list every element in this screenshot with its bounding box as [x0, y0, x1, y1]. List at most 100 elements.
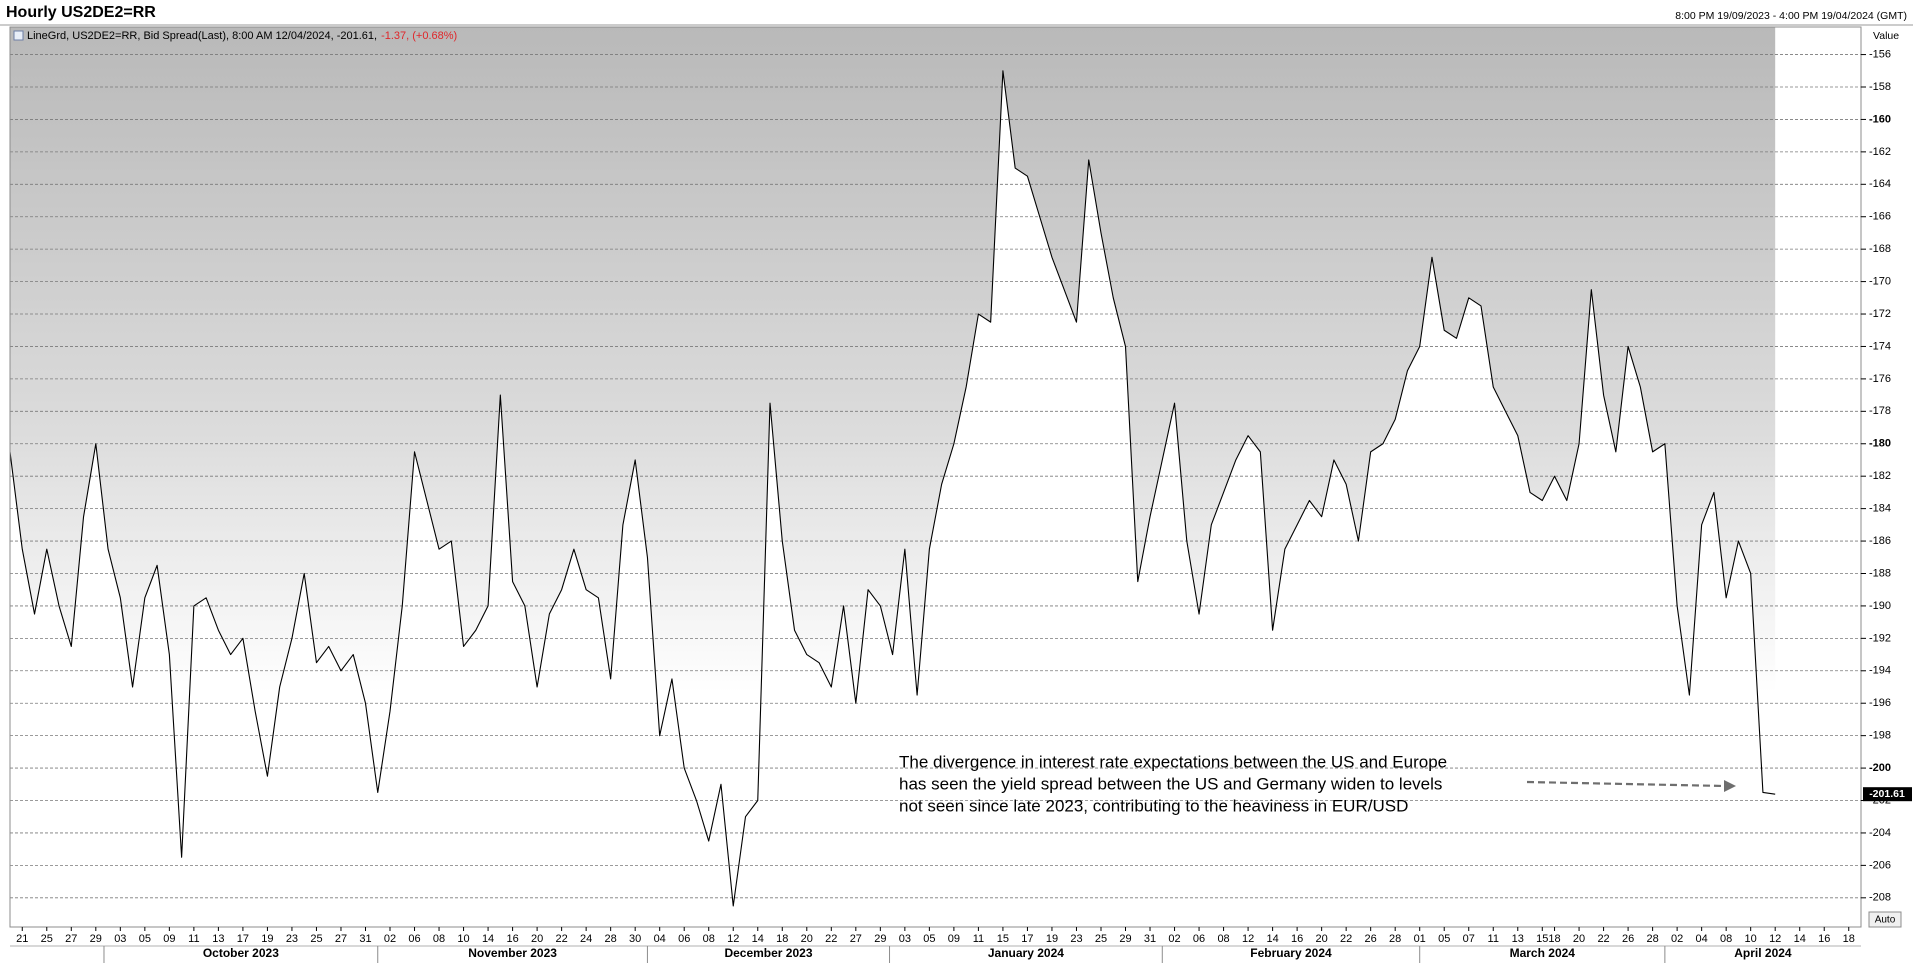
- line: [10, 70, 1776, 907]
- x-tick-label: 07: [1463, 933, 1475, 945]
- x-tick-label: 18: [1548, 933, 1560, 945]
- x-tick-label: 05: [923, 933, 935, 945]
- legend-icon: [13, 30, 24, 41]
- x-tick-label: 27: [65, 933, 77, 945]
- x-tick-label: 13: [212, 933, 224, 945]
- x-tick-label: 19: [261, 933, 273, 945]
- y-tick-label: -190: [1869, 600, 1891, 612]
- x-tick-label: 21: [16, 933, 28, 945]
- x-tick-label: 10: [457, 933, 469, 945]
- x-tick-label: 12: [727, 933, 739, 945]
- x-tick-label: 03: [899, 933, 911, 945]
- x-tick-label: 14: [752, 933, 764, 945]
- x-tick-label: 30: [629, 933, 641, 945]
- x-tick-label: 12: [1769, 933, 1781, 945]
- x-tick-label: 06: [678, 933, 690, 945]
- x-tick-label: 08: [1217, 933, 1229, 945]
- y-tick-label: -194: [1869, 665, 1891, 677]
- x-tick-label: 05: [1438, 933, 1450, 945]
- x-tick-label: 14: [1794, 933, 1806, 945]
- y-tick-label: -204: [1869, 827, 1891, 839]
- x-tick-label: 14: [1266, 933, 1278, 945]
- x-tick-label: 05: [139, 933, 151, 945]
- x-tick-label: 02: [1671, 933, 1683, 945]
- month-label: November 2023: [468, 946, 557, 960]
- x-tick-label: 11: [973, 933, 984, 945]
- x-tick-label: 31: [1144, 933, 1156, 945]
- x-tick-label: 02: [384, 933, 396, 945]
- legend-main: LineGrd, US2DE2=RR, Bid Spread(Last), 8:…: [27, 30, 377, 42]
- y-tick-label: -158: [1869, 81, 1891, 93]
- month-label: January 2024: [988, 946, 1064, 960]
- x-tick-label: 25: [41, 933, 53, 945]
- x-tick-label: 20: [531, 933, 543, 945]
- auto-button-box[interactable]: [1868, 911, 1902, 928]
- y-tick-label: -174: [1869, 340, 1891, 352]
- x-tick-label: 25: [1095, 933, 1107, 945]
- y-tick-label: -168: [1869, 243, 1891, 255]
- x-tick-label: 29: [874, 933, 886, 945]
- y-tick-label: -176: [1869, 373, 1891, 385]
- area-fill: [10, 27, 1776, 906]
- x-tick-label: 13: [1512, 933, 1524, 945]
- x-tick-label: 22: [1597, 933, 1609, 945]
- last-value-label: -201.61: [1869, 788, 1905, 800]
- x-tick-label: 11: [1488, 933, 1499, 945]
- month-label: March 2024: [1510, 946, 1576, 960]
- x-tick-label: 04: [654, 933, 666, 945]
- x-tick-label: 11: [188, 933, 199, 945]
- x-tick-label: 18: [776, 933, 788, 945]
- plot-frame: [9, 26, 1862, 928]
- x-tick-label: 10: [1745, 933, 1757, 945]
- annotation-line: The divergence in interest rate expectat…: [899, 752, 1447, 771]
- month-label: December 2023: [724, 946, 812, 960]
- x-tick-label: 20: [801, 933, 813, 945]
- annotation: The divergence in interest rate expectat…: [899, 752, 1736, 815]
- x-tick-label: 17: [237, 933, 249, 945]
- date-range: 8:00 PM 19/09/2023 - 4:00 PM 19/04/2024 …: [1675, 10, 1907, 22]
- x-tick-label: 20: [1573, 933, 1585, 945]
- x-tick-label: 04: [1696, 933, 1708, 945]
- x-tick-label: 20: [1316, 933, 1328, 945]
- x-tick-label: 19: [1046, 933, 1058, 945]
- x-tick-label: 16: [506, 933, 518, 945]
- x-tick-label: 23: [286, 933, 298, 945]
- legend-change: -1.37, (+0.68%): [381, 30, 457, 42]
- y-tick-label: -206: [1869, 859, 1891, 871]
- auto-button-label[interactable]: Auto: [1875, 915, 1896, 926]
- y-tick-label: -156: [1869, 48, 1891, 60]
- x-tick-label: 16: [1291, 933, 1303, 945]
- x-tick-label: 27: [335, 933, 347, 945]
- x-tick-label: 26: [1365, 933, 1377, 945]
- x-tick-label: 09: [948, 933, 960, 945]
- y-tick-label: -162: [1869, 146, 1891, 158]
- x-tick-label: 28: [605, 933, 617, 945]
- x-tick-label: 29: [90, 933, 102, 945]
- chart-title: Hourly US2DE2=RR: [6, 4, 156, 21]
- y-tick-label: -196: [1869, 697, 1891, 709]
- annotation-line: has seen the yield spread between the US…: [899, 774, 1442, 793]
- y-tick-label: -198: [1869, 730, 1891, 742]
- month-label: October 2023: [203, 946, 279, 960]
- x-tick-label: 29: [1119, 933, 1131, 945]
- x-tick-label: 22: [555, 933, 567, 945]
- y-tick-label: -178: [1869, 405, 1891, 417]
- x-tick-label: 08: [703, 933, 715, 945]
- y-tick-label: -170: [1869, 276, 1891, 288]
- x-tick-label: 08: [433, 933, 445, 945]
- x-tick-label: 06: [1193, 933, 1205, 945]
- legend: LineGrd, US2DE2=RR, Bid Spread(Last), 8:…: [13, 30, 457, 42]
- x-tick-label: 09: [163, 933, 175, 945]
- x-tick-label: 12: [1242, 933, 1254, 945]
- legend-text: LineGrd, US2DE2=RR, Bid Spread(Last), 8:…: [27, 30, 457, 42]
- auto-button[interactable]: Auto: [1868, 911, 1902, 928]
- y-tick-label: -180: [1869, 438, 1891, 450]
- x-tick-label: 03: [114, 933, 126, 945]
- annotation-arrow: [1526, 780, 1726, 788]
- y-tick-label: -188: [1869, 567, 1891, 579]
- x-tick-label: 27: [850, 933, 862, 945]
- month-label: February 2024: [1250, 946, 1332, 960]
- y-tick-label: -172: [1869, 308, 1891, 320]
